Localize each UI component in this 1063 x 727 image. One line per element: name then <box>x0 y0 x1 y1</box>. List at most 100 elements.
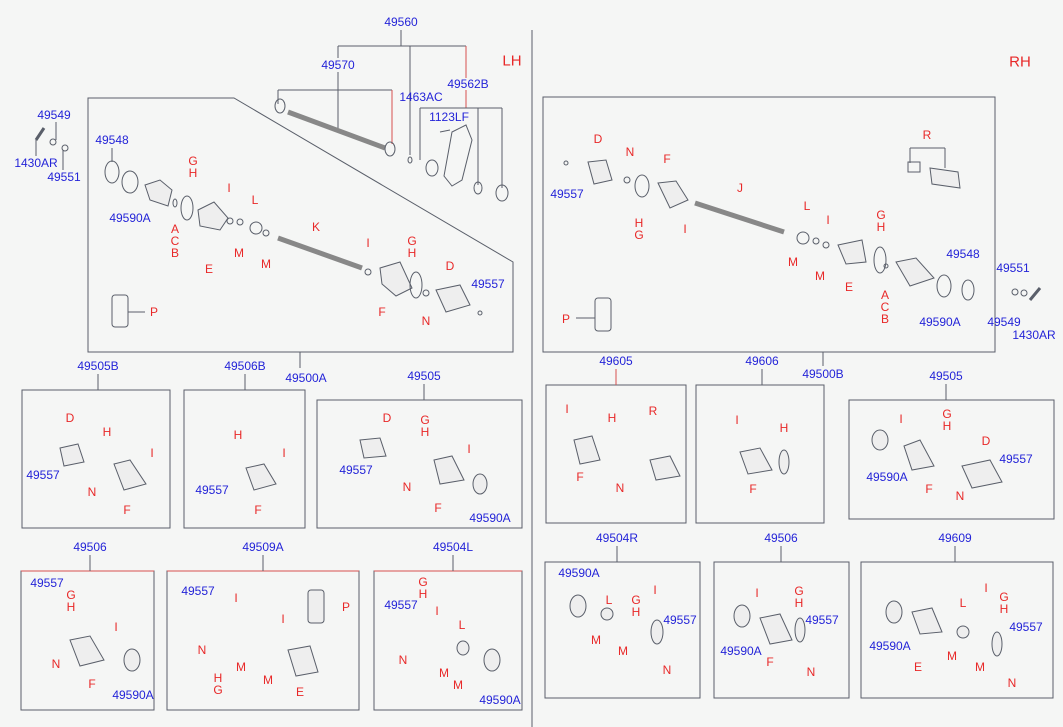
kit-49505-lh-callout-letter[interactable]: F <box>434 501 442 515</box>
lh-driveshaft-callout-letter[interactable]: F <box>378 305 386 319</box>
kit-49505B-title[interactable]: 49505B <box>77 359 119 373</box>
kit-49506-rh-part-number[interactable]: 49590A <box>720 644 762 658</box>
kit-49505B-callout-letter[interactable]: F <box>123 503 131 517</box>
kit-49609-callout-letter[interactable]: G <box>999 590 1009 604</box>
rh-driveshaft-callout-letter[interactable]: M <box>815 269 825 283</box>
lh-shaft-assembly-title[interactable]: 49560 <box>384 15 418 29</box>
kit-49505-lh-callout-letter[interactable]: D <box>382 411 392 425</box>
kit-49509A-callout-letter[interactable]: E <box>295 685 305 699</box>
kit-49609-callout-letter[interactable]: M <box>975 660 985 674</box>
kit-49505B-callout-letter[interactable]: I <box>150 446 154 460</box>
lh-shaft-assembly-part-number[interactable]: 49562B <box>447 77 489 91</box>
lh-driveshaft-callout-letter[interactable]: K <box>311 220 321 234</box>
kit-49605-callout-letter[interactable]: N <box>615 481 625 495</box>
kit-49506-callout-letter[interactable]: H <box>66 600 76 614</box>
kit-49504L-callout-letter[interactable]: I <box>435 604 439 618</box>
kit-49506-callout-letter[interactable]: G <box>66 588 76 602</box>
kit-49606-callout-letter[interactable]: H <box>779 421 789 435</box>
kit-49506B-title[interactable]: 49506B <box>224 359 266 373</box>
rh-driveshaft-part-number[interactable]: 49557 <box>550 187 584 201</box>
lh-driveshaft-callout-letter[interactable]: M <box>261 257 271 271</box>
rh-driveshaft-callout-letter[interactable]: C <box>880 300 890 314</box>
kit-49609-callout-letter[interactable]: L <box>959 596 967 610</box>
kit-49504R-callout-letter[interactable]: M <box>591 633 601 647</box>
kit-49505-rh-part-number[interactable]: 49590A <box>866 470 908 484</box>
kit-49605-callout-letter[interactable]: I <box>565 402 569 416</box>
kit-49509A-callout-letter[interactable]: I <box>234 591 238 605</box>
kit-49504L-part-number[interactable]: 49590A <box>479 693 521 707</box>
kit-49505B-callout-letter[interactable]: D <box>65 411 75 425</box>
kit-49506-rh-callout-letter[interactable]: F <box>766 655 774 669</box>
kit-49609-part-number[interactable]: 49590A <box>869 639 911 653</box>
rh-driveshaft-title[interactable]: 49500B <box>802 367 844 381</box>
kit-49504L-part-number[interactable]: 49557 <box>384 598 418 612</box>
lh-hardware-part-number[interactable]: 1430AR <box>14 156 58 170</box>
kit-49509A-callout-letter[interactable]: I <box>281 612 285 626</box>
kit-49505-lh-part-number[interactable]: 49590A <box>469 511 511 525</box>
rh-driveshaft-callout-letter[interactable]: B <box>880 312 890 326</box>
kit-49605-callout-letter[interactable]: R <box>648 404 658 418</box>
kit-49509A-title[interactable]: 49509A <box>242 540 284 554</box>
rh-driveshaft-callout-letter[interactable]: L <box>803 199 811 213</box>
rh-driveshaft-callout-letter[interactable]: H <box>634 216 644 230</box>
rh-driveshaft-callout-letter[interactable]: R <box>922 128 932 142</box>
kit-49606-title[interactable]: 49606 <box>745 354 779 368</box>
lh-driveshaft-callout-letter[interactable]: G <box>188 154 198 168</box>
kit-49506-callout-letter[interactable]: F <box>88 677 96 691</box>
kit-49504R-callout-letter[interactable]: N <box>662 663 672 677</box>
lh-driveshaft-callout-letter[interactable]: A <box>170 222 180 236</box>
kit-49609-callout-letter[interactable]: E <box>913 660 923 674</box>
rh-driveshaft-callout-letter[interactable]: J <box>737 181 743 195</box>
kit-49505B-part-number[interactable]: 49557 <box>26 468 60 482</box>
rh-driveshaft-callout-letter[interactable]: G <box>876 208 886 222</box>
lh-shaft-assembly-part-number[interactable]: 1123LF <box>429 110 469 124</box>
lh-driveshaft-callout-letter[interactable]: H <box>188 166 198 180</box>
rh-hardware-part-number[interactable]: 1430AR <box>1012 328 1056 342</box>
lh-driveshaft-callout-letter[interactable]: L <box>251 193 259 207</box>
kit-49505B-callout-letter[interactable]: N <box>87 485 97 499</box>
kit-49505B-callout-letter[interactable]: H <box>102 425 112 439</box>
kit-49605-callout-letter[interactable]: H <box>607 411 617 425</box>
lh-hardware-part-number[interactable]: 49549 <box>37 108 71 122</box>
rh-driveshaft-callout-letter[interactable]: E <box>844 280 854 294</box>
kit-49509A-part-number[interactable]: 49557 <box>181 584 215 598</box>
kit-49606-callout-letter[interactable]: I <box>735 413 739 427</box>
kit-49504L-title[interactable]: 49504L <box>432 540 474 554</box>
kit-49504R-callout-letter[interactable]: L <box>605 593 613 607</box>
rh-driveshaft-callout-letter[interactable]: H <box>876 220 886 234</box>
kit-49509A-callout-letter[interactable]: G <box>213 683 223 697</box>
lh-driveshaft-callout-letter[interactable]: P <box>149 305 159 319</box>
kit-49505-lh-callout-letter[interactable]: N <box>402 480 412 494</box>
kit-49504R-callout-letter[interactable]: M <box>618 644 628 658</box>
kit-49506-rh-part-number[interactable]: 49557 <box>805 613 839 627</box>
lh-driveshaft-callout-letter[interactable]: N <box>421 314 431 328</box>
lh-hardware-part-number[interactable]: 49551 <box>47 170 81 184</box>
lh-driveshaft-callout-letter[interactable]: M <box>234 246 244 260</box>
kit-49504L-callout-letter[interactable]: G <box>418 575 428 589</box>
lh-shaft-assembly-part-number[interactable]: 49570 <box>321 58 355 72</box>
kit-49506-rh-callout-letter[interactable]: I <box>755 586 759 600</box>
kit-49506B-callout-letter[interactable]: I <box>282 446 286 460</box>
kit-49506-rh-callout-letter[interactable]: N <box>806 665 816 679</box>
kit-49505-rh-title[interactable]: 49505 <box>929 369 963 383</box>
kit-49506-part-number[interactable]: 49557 <box>30 576 64 590</box>
kit-49506-rh-callout-letter[interactable]: G <box>794 584 804 598</box>
kit-49504L-callout-letter[interactable]: M <box>439 666 449 680</box>
kit-49506-rh-title[interactable]: 49506 <box>764 531 798 545</box>
lh-driveshaft-part-number[interactable]: 49548 <box>95 133 129 147</box>
kit-49509A-callout-letter[interactable]: M <box>236 660 246 674</box>
kit-49609-title[interactable]: 49609 <box>938 531 972 545</box>
lh-driveshaft-callout-letter[interactable]: I <box>227 181 231 195</box>
lh-driveshaft-callout-letter[interactable]: I <box>366 236 370 250</box>
kit-49505-lh-callout-letter[interactable]: G <box>420 413 430 427</box>
kit-49509A-callout-letter[interactable]: P <box>341 600 351 614</box>
kit-49504L-callout-letter[interactable]: N <box>398 653 408 667</box>
kit-49505-rh-callout-letter[interactable]: N <box>955 489 965 503</box>
kit-49505-rh-callout-letter[interactable]: D <box>981 434 991 448</box>
kit-49504R-part-number[interactable]: 49590A <box>558 566 600 580</box>
kit-49505-lh-callout-letter[interactable]: I <box>467 442 471 456</box>
kit-49609-part-number[interactable]: 49557 <box>1009 620 1043 634</box>
lh-driveshaft-callout-letter[interactable]: D <box>445 259 455 273</box>
kit-49609-callout-letter[interactable]: M <box>947 649 957 663</box>
kit-49504L-callout-letter[interactable]: M <box>453 678 463 692</box>
